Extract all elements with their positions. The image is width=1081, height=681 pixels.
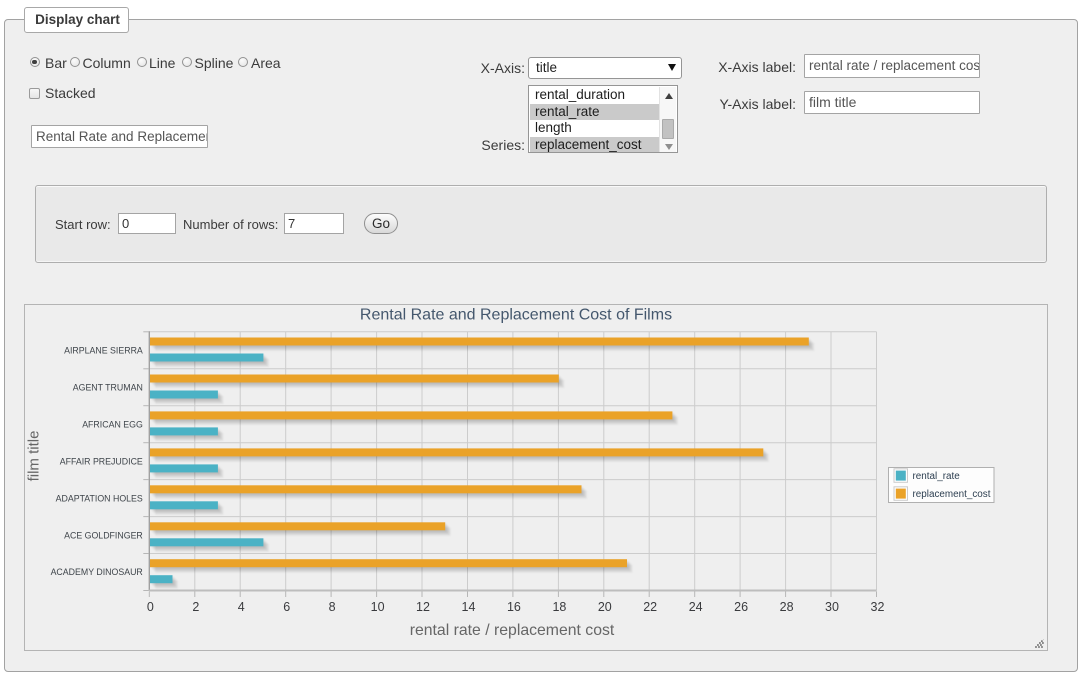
svg-text:2: 2	[192, 600, 199, 614]
svg-text:20: 20	[598, 600, 612, 614]
svg-text:8: 8	[329, 600, 336, 614]
svg-text:replacement_cost: replacement_cost	[913, 489, 991, 500]
svg-text:22: 22	[643, 600, 657, 614]
svg-text:26: 26	[734, 600, 748, 614]
svg-text:0: 0	[147, 600, 154, 614]
svg-text:rental_rate: rental_rate	[913, 471, 961, 482]
svg-text:ADAPTATION HOLES: ADAPTATION HOLES	[56, 493, 143, 503]
svg-text:18: 18	[552, 600, 566, 614]
svg-text:30: 30	[825, 600, 839, 614]
svg-text:AFFAIR PREJUDICE: AFFAIR PREJUDICE	[60, 456, 143, 466]
svg-text:film title: film title	[26, 431, 43, 482]
svg-text:24: 24	[689, 600, 703, 614]
svg-text:14: 14	[462, 600, 476, 614]
svg-text:32: 32	[871, 600, 885, 614]
svg-text:rental rate / replacement cost: rental rate / replacement cost	[410, 622, 615, 639]
svg-text:Rental Rate and Replacement Co: Rental Rate and Replacement Cost of Film…	[360, 307, 672, 324]
svg-text:12: 12	[416, 600, 430, 614]
svg-text:28: 28	[780, 600, 794, 614]
svg-text:AGENT TRUMAN: AGENT TRUMAN	[73, 382, 143, 392]
svg-text:10: 10	[371, 600, 385, 614]
svg-text:AIRPLANE SIERRA: AIRPLANE SIERRA	[64, 346, 143, 356]
svg-text:4: 4	[238, 600, 245, 614]
svg-text:6: 6	[283, 600, 290, 614]
svg-text:AFRICAN EGG: AFRICAN EGG	[82, 419, 143, 429]
svg-text:16: 16	[507, 600, 521, 614]
svg-text:ACE GOLDFINGER: ACE GOLDFINGER	[64, 530, 143, 540]
svg-text:ACADEMY DINOSAUR: ACADEMY DINOSAUR	[51, 567, 143, 577]
